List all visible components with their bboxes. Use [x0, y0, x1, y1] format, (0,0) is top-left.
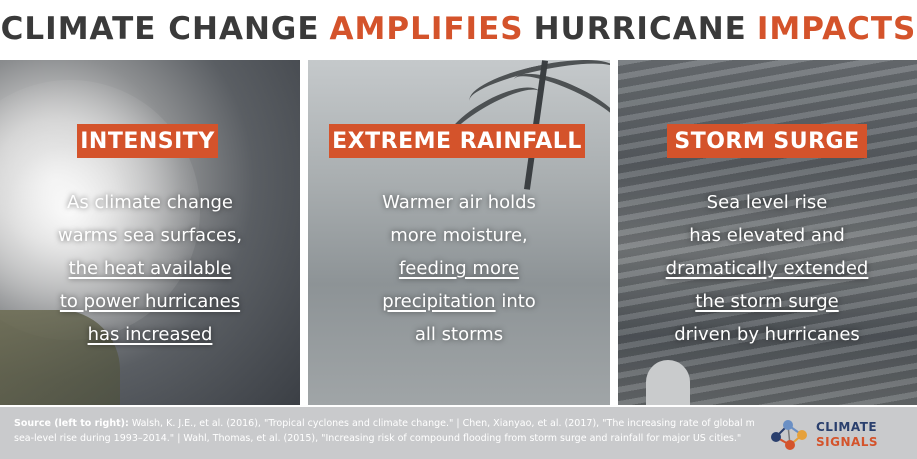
rainfall-panel-image: [308, 60, 610, 405]
desc-line: more moisture,: [390, 225, 528, 246]
desc-text: into: [501, 291, 536, 312]
storm-surge-panel-image: [618, 60, 917, 405]
logo-word-climate: CLIMATE: [816, 420, 878, 434]
intensity-description: As climate change warms sea surfaces, th…: [20, 186, 280, 351]
source-label: Source (left to right):: [14, 418, 129, 429]
title-part-2: AMPLIFIES: [329, 11, 524, 47]
logo-word-signals: SIGNALS: [816, 435, 879, 449]
footer-bar: Source (left to right): Walsh, K. J.E., …: [0, 407, 917, 459]
desc-line-emphasis: dramatically extended: [665, 258, 869, 279]
network-nodes-icon: [771, 420, 807, 450]
citation-line: Source (left to right): Walsh, K. J.E., …: [14, 416, 754, 431]
extreme-rainfall-heading: EXTREME RAINFALL: [329, 124, 585, 158]
hurricane-swirl: [0, 80, 200, 340]
desc-line: Warmer air holds: [382, 192, 536, 213]
citation-text: Walsh, K. J.E., et al. (2016), "Tropical…: [131, 418, 754, 429]
title-part-1: CLIMATE CHANGE: [0, 11, 320, 47]
coastline: [0, 310, 120, 405]
desc-line: warms sea surfaces,: [57, 225, 243, 246]
desc-line-emphasis: feeding more: [398, 258, 520, 279]
desc-line: As climate change: [67, 192, 233, 213]
desc-line-emphasis: to power hurricanes: [59, 291, 241, 312]
title-part-4: IMPACTS: [756, 11, 917, 47]
desc-emphasis: precipitation: [382, 291, 496, 312]
climate-signals-logo: CLIMATE SIGNALS: [768, 415, 908, 453]
title-part-3: HURRICANE: [533, 11, 747, 47]
storm-surge-heading: STORM SURGE: [667, 124, 867, 158]
desc-line-mixed: precipitation into: [325, 285, 593, 318]
citation-line: sea-level rise during 1993–2014." | Wahl…: [14, 433, 742, 444]
desc-line-emphasis: has increased: [87, 324, 213, 345]
desc-line: driven by hurricanes: [674, 324, 860, 345]
storm-surge-description: Sea level rise has elevated and dramatic…: [632, 186, 902, 351]
desc-line: has elevated and: [689, 225, 845, 246]
intensity-heading: INTENSITY: [77, 124, 218, 158]
intensity-panel-image: [0, 60, 300, 405]
source-citations: Source (left to right): Walsh, K. J.E., …: [14, 416, 754, 446]
desc-line: all storms: [414, 324, 504, 345]
desc-line: Sea level rise: [706, 192, 828, 213]
desc-line-emphasis: the heat available: [68, 258, 232, 279]
flooded-neighborhood: [618, 60, 917, 405]
water-tank: [646, 360, 690, 405]
desc-line-emphasis: the storm surge: [695, 291, 839, 312]
infographic-title: CLIMATE CHANGE AMPLIFIES HURRICANE IMPAC…: [0, 0, 917, 58]
rainfall-description: Warmer air holds more moisture, feeding …: [325, 186, 593, 351]
